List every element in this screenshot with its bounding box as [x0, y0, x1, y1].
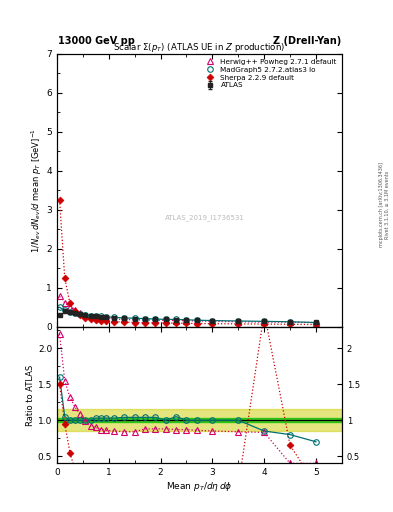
Text: 13000 GeV pp: 13000 GeV pp — [58, 36, 135, 46]
Herwig++ Powheg 2.7.1 default — [143, 317, 147, 323]
Sherpa 2.2.9 default — [262, 321, 266, 327]
MadGraph5 2.7.2.atlas3 lo — [314, 319, 318, 326]
Sherpa 2.2.9 default — [236, 321, 241, 327]
Sherpa 2.2.9 default — [62, 275, 67, 281]
MadGraph5 2.7.2.atlas3 lo — [132, 315, 137, 322]
Text: Rivet 3.1.10, ≥ 3.1M events: Rivet 3.1.10, ≥ 3.1M events — [385, 170, 389, 239]
Sherpa 2.2.9 default — [83, 315, 88, 321]
Sherpa 2.2.9 default — [314, 322, 318, 328]
Sherpa 2.2.9 default — [210, 321, 215, 327]
Herwig++ Powheg 2.7.1 default — [195, 318, 199, 324]
Sherpa 2.2.9 default — [174, 320, 178, 326]
Sherpa 2.2.9 default — [73, 308, 77, 314]
Y-axis label: $1/N_{ev}\,dN_{ev}/d$ mean $p_T$ [GeV]$^{-1}$: $1/N_{ev}\,dN_{ev}/d$ mean $p_T$ [GeV]$^… — [29, 128, 44, 253]
Herwig++ Powheg 2.7.1 default — [184, 317, 189, 324]
MadGraph5 2.7.2.atlas3 lo — [83, 312, 88, 318]
MadGraph5 2.7.2.atlas3 lo — [94, 313, 98, 319]
MadGraph5 2.7.2.atlas3 lo — [112, 314, 116, 321]
MadGraph5 2.7.2.atlas3 lo — [88, 312, 93, 318]
MadGraph5 2.7.2.atlas3 lo — [163, 316, 168, 323]
Herwig++ Powheg 2.7.1 default — [68, 304, 72, 310]
MadGraph5 2.7.2.atlas3 lo — [184, 317, 189, 323]
Herwig++ Powheg 2.7.1 default — [153, 317, 158, 323]
MadGraph5 2.7.2.atlas3 lo — [62, 307, 67, 313]
Line: Herwig++ Powheg 2.7.1 default: Herwig++ Powheg 2.7.1 default — [57, 293, 319, 325]
Bar — [57, 418, 342, 422]
Sherpa 2.2.9 default — [57, 197, 62, 203]
MadGraph5 2.7.2.atlas3 lo — [78, 311, 83, 317]
Sherpa 2.2.9 default — [88, 316, 93, 323]
Sherpa 2.2.9 default — [163, 320, 168, 326]
MadGraph5 2.7.2.atlas3 lo — [236, 318, 241, 324]
Herwig++ Powheg 2.7.1 default — [262, 319, 266, 325]
Text: ATLAS_2019_I1736531: ATLAS_2019_I1736531 — [165, 214, 245, 221]
Text: Z (Drell-Yan): Z (Drell-Yan) — [273, 36, 341, 46]
MadGraph5 2.7.2.atlas3 lo — [68, 309, 72, 315]
Sherpa 2.2.9 default — [122, 319, 127, 325]
Sherpa 2.2.9 default — [288, 321, 292, 327]
Line: Sherpa 2.2.9 default: Sherpa 2.2.9 default — [57, 198, 318, 327]
Herwig++ Powheg 2.7.1 default — [288, 319, 292, 325]
MadGraph5 2.7.2.atlas3 lo — [288, 318, 292, 325]
MadGraph5 2.7.2.atlas3 lo — [262, 318, 266, 325]
MadGraph5 2.7.2.atlas3 lo — [174, 316, 178, 323]
Y-axis label: Ratio to ATLAS: Ratio to ATLAS — [26, 365, 35, 425]
Herwig++ Powheg 2.7.1 default — [314, 319, 318, 326]
Herwig++ Powheg 2.7.1 default — [174, 317, 178, 324]
Herwig++ Powheg 2.7.1 default — [122, 316, 127, 323]
MadGraph5 2.7.2.atlas3 lo — [210, 317, 215, 324]
Herwig++ Powheg 2.7.1 default — [83, 312, 88, 318]
Herwig++ Powheg 2.7.1 default — [62, 300, 67, 306]
Text: mcplots.cern.ch [arXiv:1306.3436]: mcplots.cern.ch [arXiv:1306.3436] — [380, 162, 384, 247]
MadGraph5 2.7.2.atlas3 lo — [122, 315, 127, 321]
Sherpa 2.2.9 default — [143, 319, 147, 326]
Sherpa 2.2.9 default — [99, 318, 103, 324]
Sherpa 2.2.9 default — [132, 319, 137, 326]
MadGraph5 2.7.2.atlas3 lo — [143, 315, 147, 322]
MadGraph5 2.7.2.atlas3 lo — [195, 317, 199, 323]
Sherpa 2.2.9 default — [104, 318, 108, 325]
Herwig++ Powheg 2.7.1 default — [210, 318, 215, 325]
Herwig++ Powheg 2.7.1 default — [112, 316, 116, 322]
Sherpa 2.2.9 default — [112, 318, 116, 325]
Herwig++ Powheg 2.7.1 default — [132, 317, 137, 323]
Line: MadGraph5 2.7.2.atlas3 lo: MadGraph5 2.7.2.atlas3 lo — [57, 305, 319, 325]
Herwig++ Powheg 2.7.1 default — [163, 317, 168, 323]
MadGraph5 2.7.2.atlas3 lo — [104, 314, 108, 320]
Herwig++ Powheg 2.7.1 default — [104, 315, 108, 322]
MadGraph5 2.7.2.atlas3 lo — [57, 304, 62, 310]
Sherpa 2.2.9 default — [78, 312, 83, 318]
Sherpa 2.2.9 default — [195, 321, 199, 327]
Sherpa 2.2.9 default — [94, 317, 98, 323]
Title: Scalar $\Sigma(p_T)$ (ATLAS UE in $Z$ production): Scalar $\Sigma(p_T)$ (ATLAS UE in $Z$ pr… — [114, 40, 285, 54]
Sherpa 2.2.9 default — [153, 320, 158, 326]
Herwig++ Powheg 2.7.1 default — [78, 310, 83, 316]
MadGraph5 2.7.2.atlas3 lo — [99, 313, 103, 319]
MadGraph5 2.7.2.atlas3 lo — [153, 316, 158, 322]
Herwig++ Powheg 2.7.1 default — [94, 314, 98, 320]
Herwig++ Powheg 2.7.1 default — [73, 307, 77, 313]
Sherpa 2.2.9 default — [184, 320, 189, 326]
X-axis label: Mean $p_T/d\eta\,d\phi$: Mean $p_T/d\eta\,d\phi$ — [166, 480, 233, 493]
Sherpa 2.2.9 default — [68, 301, 72, 307]
Herwig++ Powheg 2.7.1 default — [88, 313, 93, 319]
Bar — [57, 410, 342, 431]
Legend: Herwig++ Powheg 2.7.1 default, MadGraph5 2.7.2.atlas3 lo, Sherpa 2.2.9 default, : Herwig++ Powheg 2.7.1 default, MadGraph5… — [200, 57, 338, 90]
Herwig++ Powheg 2.7.1 default — [99, 315, 103, 321]
Herwig++ Powheg 2.7.1 default — [57, 293, 62, 300]
Herwig++ Powheg 2.7.1 default — [236, 318, 241, 325]
MadGraph5 2.7.2.atlas3 lo — [73, 310, 77, 316]
